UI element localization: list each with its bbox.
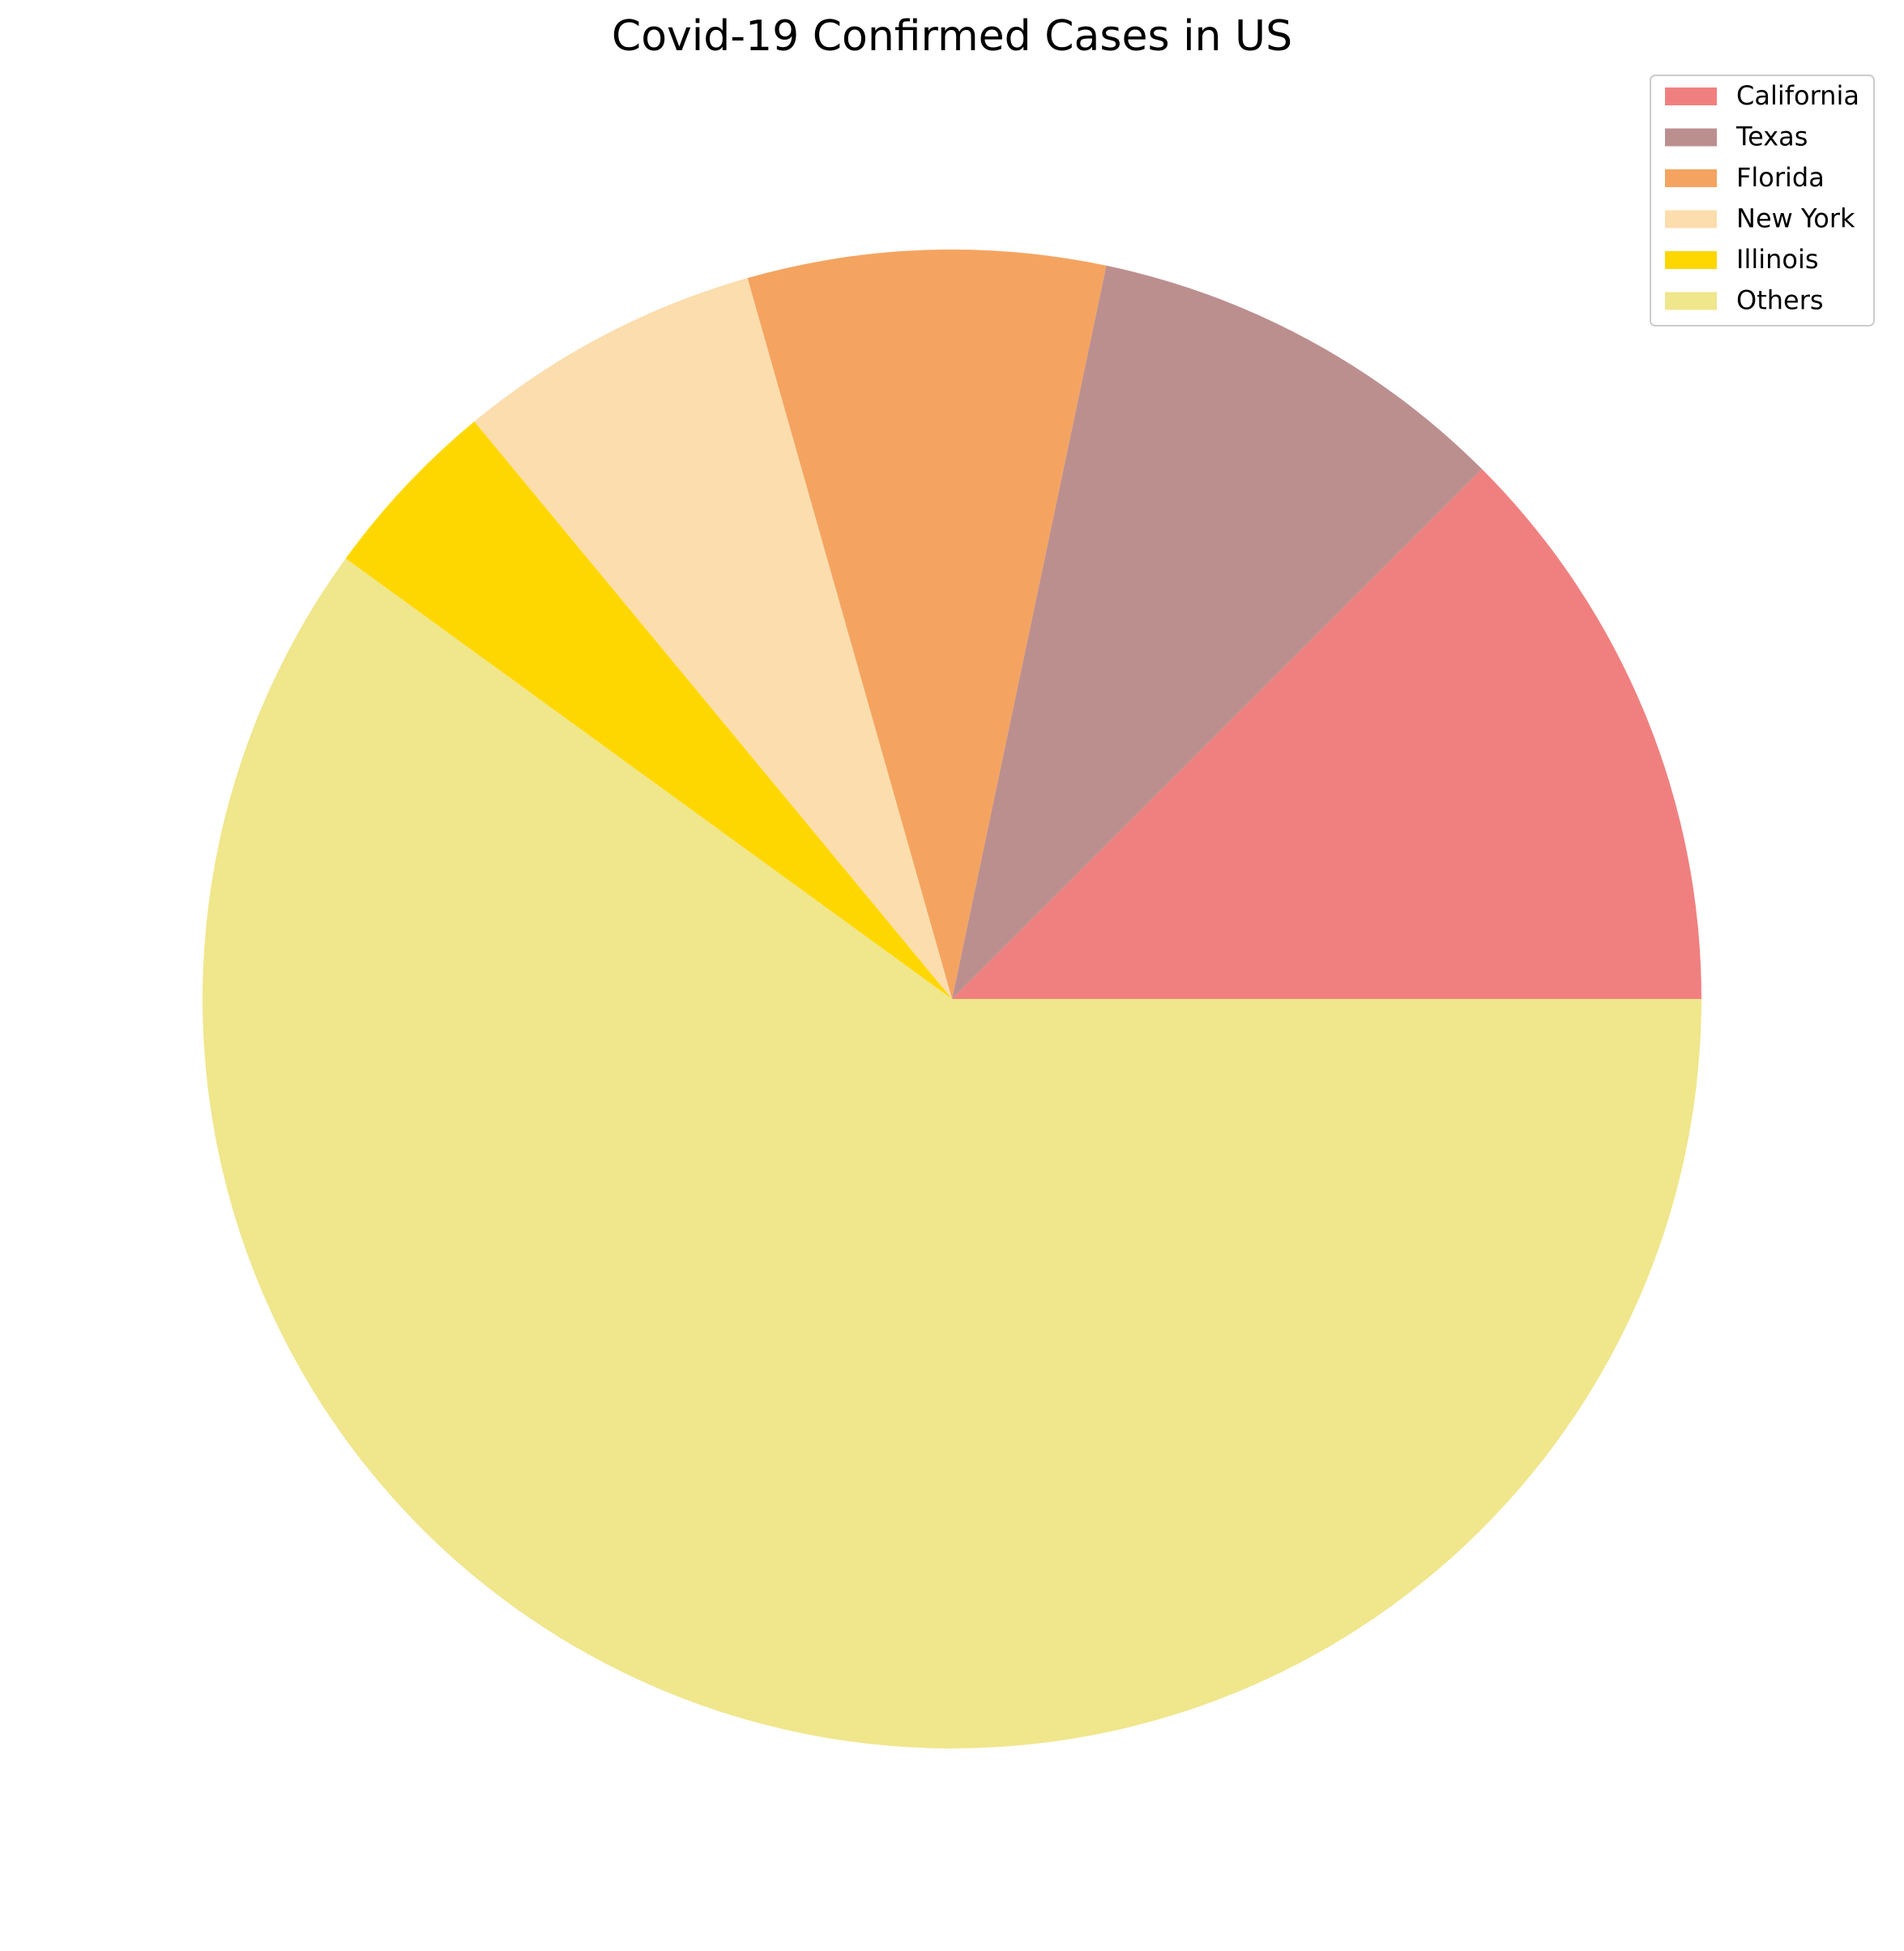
legend-swatch — [1665, 251, 1717, 269]
legend-swatch — [1665, 292, 1717, 310]
pie-slice-california — [952, 468, 1701, 999]
legend-swatch — [1665, 210, 1717, 228]
legend-label: New York — [1736, 203, 1855, 234]
legend-swatch — [1665, 169, 1717, 187]
legend-label: Illinois — [1736, 244, 1819, 275]
pie-slice-florida — [747, 249, 1107, 999]
chart-title: Covid-19 Confirmed Cases in US — [612, 12, 1292, 61]
legend-item: Texas — [1665, 122, 1808, 152]
legend-item: Others — [1665, 285, 1824, 316]
legend-item: Florida — [1665, 162, 1825, 193]
pie-slices — [203, 249, 1702, 1749]
legend-label: Florida — [1736, 162, 1825, 193]
legend-item: New York — [1665, 203, 1855, 234]
legend: California Texas Florida New York Illinois Ot… — [1650, 75, 1875, 327]
pie-slice-texas — [952, 265, 1483, 999]
pie-slice-illinois — [345, 421, 952, 999]
legend-item: California — [1665, 80, 1859, 111]
legend-label: Others — [1736, 285, 1824, 316]
legend-item: Illinois — [1665, 244, 1819, 275]
pie-slice-new-york — [474, 278, 952, 999]
legend-swatch — [1665, 128, 1717, 147]
legend-label: Texas — [1735, 122, 1808, 152]
legend-swatch — [1665, 88, 1717, 105]
pie-slice-others — [203, 558, 1702, 1749]
legend-label: California — [1736, 80, 1859, 111]
